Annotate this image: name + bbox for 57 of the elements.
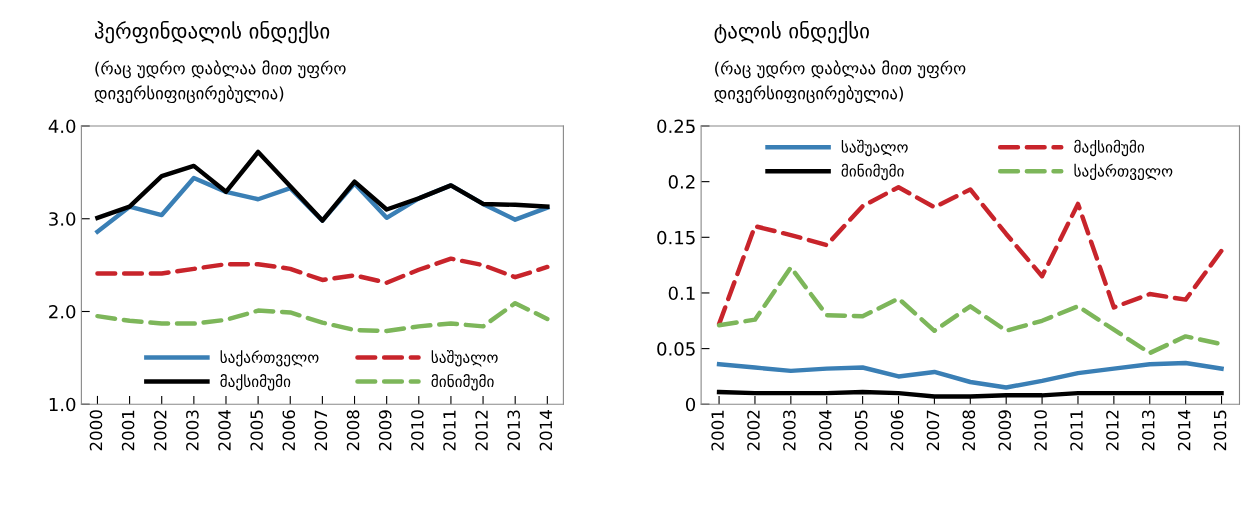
- legend-label: მინიმუმი: [431, 374, 494, 391]
- x-tick-label: 2014: [1177, 410, 1191, 451]
- x-tick-label: 2003: [186, 410, 199, 451]
- x-tick-label: 2013: [1141, 410, 1155, 451]
- x-tick-label: 2005: [250, 410, 263, 451]
- x-tick-label: 2009: [378, 410, 392, 451]
- x-tick-label: 2014: [539, 410, 553, 451]
- y-tick-label: 1.0: [49, 397, 76, 412]
- chart-title: ტალის ინდექსი: [714, 21, 869, 44]
- line-series: [716, 185, 1224, 327]
- y-tick-label: 4.0: [48, 119, 76, 134]
- line-series: [716, 360, 1224, 390]
- x-tick-label: 2005: [854, 410, 868, 451]
- y-tick-label: 0.15: [657, 230, 695, 245]
- line-series: [95, 256, 550, 285]
- x-tick-label: 2002: [153, 410, 167, 451]
- legend-label: საშუალო: [431, 350, 498, 367]
- x-tick-label: 2003: [783, 410, 796, 451]
- legend-label: საშუალო: [841, 139, 908, 157]
- x-tick-label: 2009: [998, 410, 1012, 451]
- x-tick-label: 2015: [1213, 410, 1227, 451]
- x-tick-label: 2002: [747, 410, 760, 451]
- y-tick-label: 2.0: [49, 304, 76, 319]
- x-tick-label: 2011: [1070, 410, 1083, 451]
- y-tick-label: 0: [685, 397, 696, 412]
- y-tick-label: 0.1: [668, 286, 695, 301]
- y-tick-label: 0.25: [657, 119, 695, 134]
- x-tick-label: 2000: [89, 410, 103, 451]
- x-tick-label: 2007: [314, 410, 328, 451]
- legend-label: მაქსიმუმი: [220, 374, 291, 391]
- chart-subtitle: (რაც უდრო დაბლაა მით უფრო დივერსიფიცირებულია): [714, 60, 966, 104]
- line-series: [95, 149, 550, 223]
- y-tick-label: 3.0: [49, 212, 76, 226]
- x-tick-label: 2012: [1106, 410, 1119, 451]
- legend-label: მინიმუმი: [841, 163, 904, 181]
- x-tick-label: 2008: [962, 410, 976, 451]
- x-tick-label: 2011: [443, 410, 456, 451]
- chart-subtitle: (რაც უდრო დაბლაა მით უფრო დივერსიფიცირებულია): [94, 60, 346, 104]
- x-tick-label: 2001: [711, 410, 724, 451]
- x-tick-label: 2008: [346, 410, 360, 451]
- x-tick-label: 2001: [121, 410, 135, 451]
- x-tick-label: 2004: [218, 410, 231, 451]
- x-tick-label: 2004: [818, 410, 832, 451]
- x-tick-label: 2006: [282, 410, 296, 451]
- x-tick-label: 2007: [926, 410, 940, 451]
- y-tick-label: 0.2: [668, 175, 695, 189]
- y-tick-label: 0.05: [657, 342, 695, 356]
- x-tick-label: 2010: [411, 410, 424, 451]
- legend-label: მაქსიმუმი: [1074, 139, 1145, 157]
- line-series: [95, 300, 550, 334]
- x-tick-label: 2010: [1034, 410, 1047, 451]
- legend-label: საქართველო: [1074, 163, 1173, 181]
- chart-title: ჰერფინდალის ინდექსი: [94, 21, 330, 44]
- legend-label: საქართველო: [220, 350, 319, 367]
- x-tick-label: 2013: [507, 410, 521, 451]
- x-tick-label: 2006: [890, 410, 904, 451]
- x-tick-label: 2012: [475, 410, 488, 451]
